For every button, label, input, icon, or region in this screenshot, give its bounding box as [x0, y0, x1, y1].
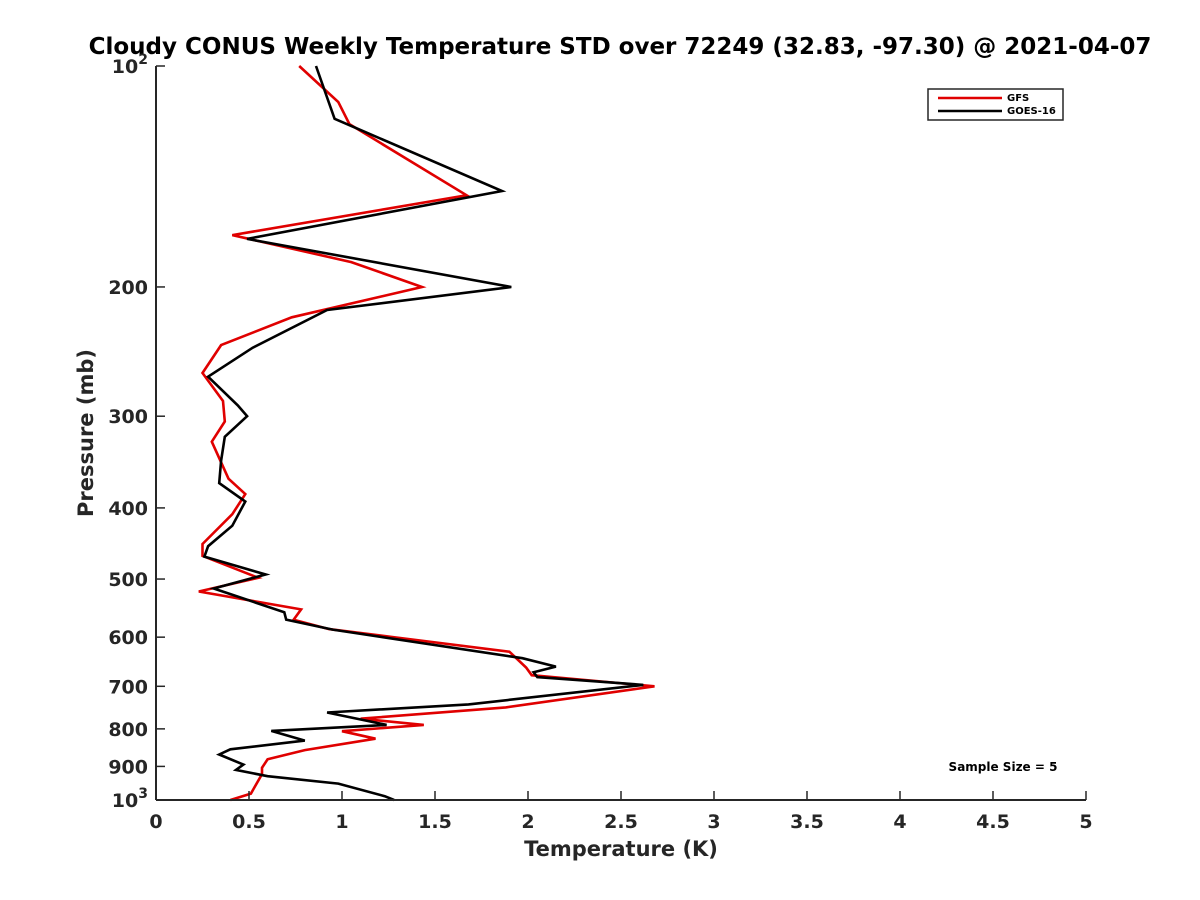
y-tick-label: 700: [108, 676, 148, 698]
y-tick-label: 103: [112, 786, 148, 812]
x-tick-label: 3: [707, 811, 720, 833]
series-line-goes16: [202, 65, 644, 802]
y-tick-label: 500: [108, 569, 148, 591]
x-tick-label: 2.5: [604, 811, 638, 833]
x-ticks: 0 0.5 1 1.5 2 2.5 3 3.5 4 4.5 5: [149, 791, 1093, 833]
y-ticks: 102 200 300 400 500 600 700 800 900 103: [108, 52, 165, 812]
series-line-gfs: [198, 65, 655, 802]
legend-label-gfs: GFS: [1007, 93, 1029, 104]
x-tick-label: 4: [893, 811, 906, 833]
y-tick-label: 102: [112, 52, 148, 78]
y-tick-label: 200: [108, 277, 148, 299]
x-tick-label: 1: [335, 811, 348, 833]
legend-label-goes16: GOES-16: [1007, 106, 1056, 117]
y-tick-label: 800: [108, 719, 148, 741]
y-tick-label: 400: [108, 498, 148, 520]
x-tick-label: 3.5: [790, 811, 824, 833]
legend-box: [927, 88, 1064, 121]
chart-title: Cloudy CONUS Weekly Temperature STD over…: [89, 34, 1152, 60]
x-tick-label: 0: [149, 811, 162, 833]
x-tick-label: 4.5: [976, 811, 1010, 833]
x-axis-label: Temperature (K): [524, 837, 718, 861]
legend: GFS GOES-16: [927, 88, 1064, 121]
plot-lines: [198, 65, 655, 802]
sample-size-annotation: Sample Size = 5: [949, 760, 1058, 774]
y-axis-label: Pressure (mb): [74, 349, 98, 517]
y-tick-label: 600: [108, 627, 148, 649]
y-tick-label: 300: [108, 406, 148, 428]
x-tick-label: 1.5: [418, 811, 452, 833]
y-tick-label: 900: [108, 756, 148, 778]
x-tick-label: 2: [521, 811, 534, 833]
x-tick-label: 0.5: [232, 811, 266, 833]
x-tick-label: 5: [1079, 811, 1092, 833]
